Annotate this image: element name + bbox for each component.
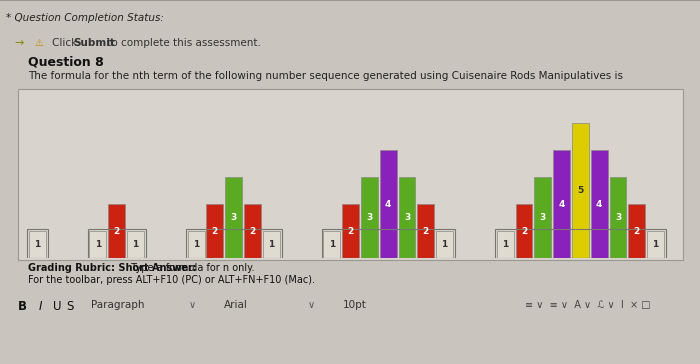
Text: 1: 1 xyxy=(502,241,508,249)
Text: 3: 3 xyxy=(615,213,621,222)
Bar xyxy=(108,205,125,258)
Text: Submit: Submit xyxy=(74,38,116,48)
Text: 2: 2 xyxy=(423,227,429,236)
Bar xyxy=(497,232,514,258)
Text: to complete this assessment.: to complete this assessment. xyxy=(104,38,260,48)
Bar xyxy=(188,232,204,258)
Bar xyxy=(29,232,46,258)
Text: * Question Completion Status:: * Question Completion Status: xyxy=(6,13,164,23)
Text: 3: 3 xyxy=(366,213,372,222)
Bar xyxy=(398,177,416,258)
Bar xyxy=(417,205,434,258)
Text: 3: 3 xyxy=(230,213,237,222)
Text: B: B xyxy=(18,300,27,313)
Bar xyxy=(225,177,242,258)
Text: 3: 3 xyxy=(540,213,546,222)
Text: Question 8: Question 8 xyxy=(28,55,104,68)
Text: 4: 4 xyxy=(385,200,391,209)
Text: 3: 3 xyxy=(404,213,410,222)
Text: S: S xyxy=(66,300,74,313)
Text: Grading Rubric: Short Answer:: Grading Rubric: Short Answer: xyxy=(28,263,197,273)
Text: Click: Click xyxy=(52,38,81,48)
Text: Paragraph: Paragraph xyxy=(91,300,144,310)
Bar xyxy=(361,177,378,258)
Bar xyxy=(572,123,589,258)
Text: For the toolbar, press ALT+F10 (PC) or ALT+FN+F10 (Mac).: For the toolbar, press ALT+F10 (PC) or A… xyxy=(28,275,315,285)
Text: Type a formula for n only.: Type a formula for n only. xyxy=(128,263,255,273)
Text: 2: 2 xyxy=(211,227,218,236)
Bar xyxy=(323,232,340,258)
Bar xyxy=(610,177,627,258)
Bar xyxy=(127,232,144,258)
Text: →: → xyxy=(14,38,23,48)
Text: 4: 4 xyxy=(559,200,565,209)
Text: 2: 2 xyxy=(634,227,640,236)
Text: 1: 1 xyxy=(34,241,41,249)
Bar xyxy=(90,232,106,258)
Bar xyxy=(515,205,533,258)
Bar xyxy=(262,232,280,258)
Text: 2: 2 xyxy=(347,227,354,236)
Text: U: U xyxy=(52,300,61,313)
Bar xyxy=(647,232,664,258)
Text: 10pt: 10pt xyxy=(343,300,367,310)
Text: 2: 2 xyxy=(113,227,120,236)
Bar xyxy=(244,205,261,258)
Text: ∨: ∨ xyxy=(308,300,315,310)
Bar xyxy=(436,232,453,258)
Text: 1: 1 xyxy=(652,241,659,249)
Text: ⚠: ⚠ xyxy=(35,38,43,48)
Text: 1: 1 xyxy=(442,241,448,249)
Bar xyxy=(591,150,608,258)
Text: 2: 2 xyxy=(249,227,256,236)
Text: Arial: Arial xyxy=(224,300,248,310)
Text: The formula for the nth term of the following number sequence generated using Cu: The formula for the nth term of the foll… xyxy=(28,71,623,81)
Bar xyxy=(553,150,570,258)
Text: 1: 1 xyxy=(329,241,335,249)
Text: 1: 1 xyxy=(193,241,199,249)
Text: 5: 5 xyxy=(578,186,584,195)
Bar xyxy=(534,177,552,258)
Text: 1: 1 xyxy=(132,241,139,249)
Text: 4: 4 xyxy=(596,200,603,209)
Text: 1: 1 xyxy=(268,241,274,249)
Text: 2: 2 xyxy=(521,227,527,236)
Bar xyxy=(629,205,645,258)
Text: ≡ ∨  ≡ ∨  A ∨  ℒ ∨  I  × □: ≡ ∨ ≡ ∨ A ∨ ℒ ∨ I × □ xyxy=(525,300,650,310)
Bar xyxy=(342,205,359,258)
Text: ∨: ∨ xyxy=(189,300,196,310)
Bar xyxy=(380,150,397,258)
Bar xyxy=(206,205,223,258)
Text: I: I xyxy=(38,300,42,313)
Text: 1: 1 xyxy=(94,241,101,249)
